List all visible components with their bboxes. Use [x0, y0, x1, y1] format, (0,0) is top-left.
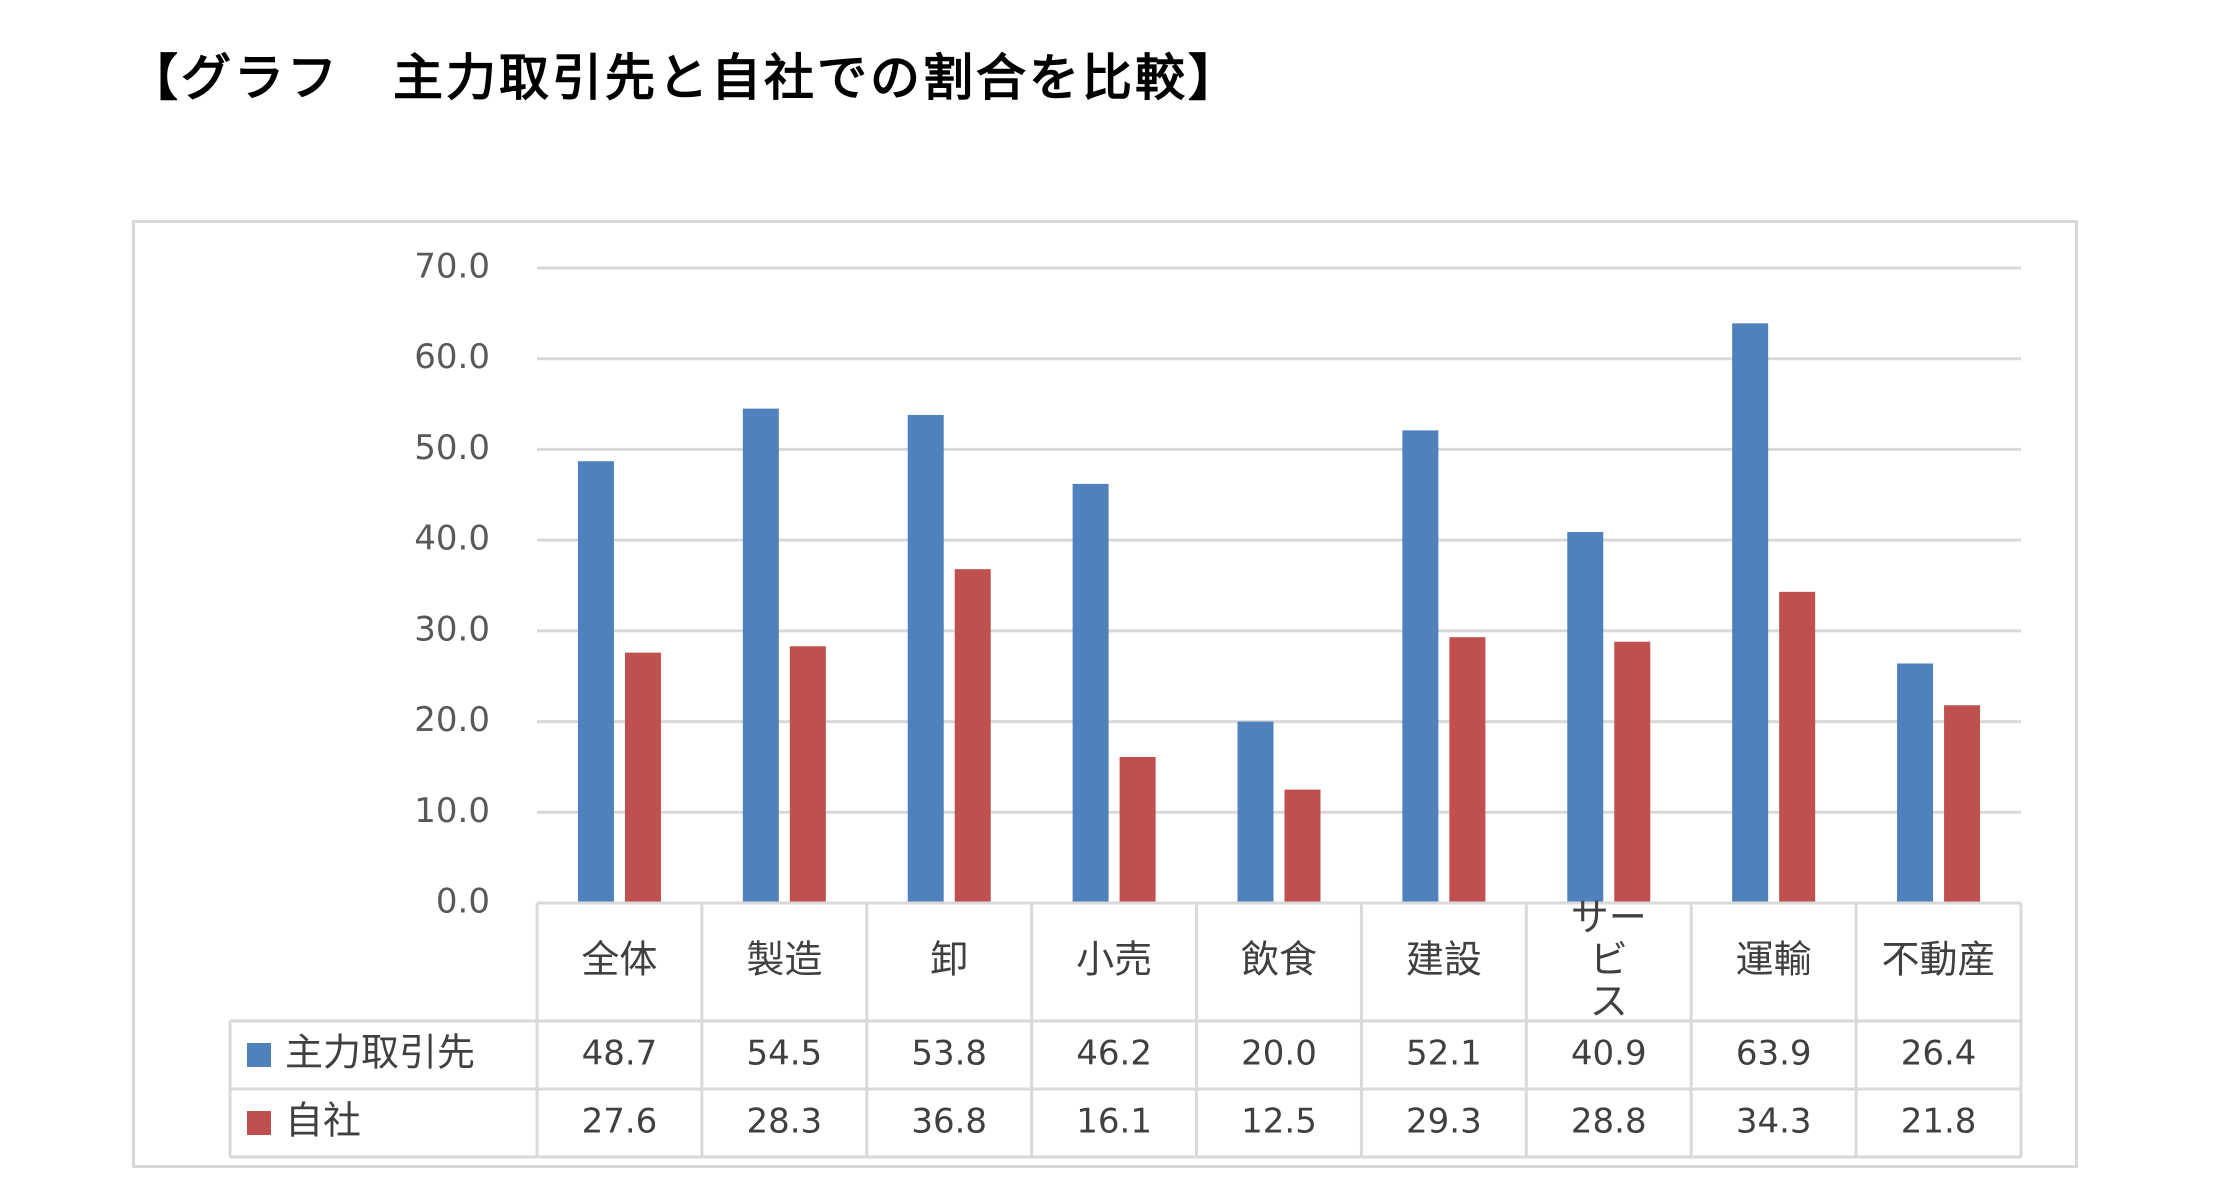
- data-label: 34.3: [1736, 1102, 1812, 1142]
- y-tick-label: 0.0: [436, 882, 490, 922]
- y-tick-label: 50.0: [414, 428, 490, 468]
- bar-main-partner: [1072, 483, 1109, 903]
- bar-main-partner: [1732, 323, 1769, 904]
- bar-own-company: [1944, 705, 1981, 903]
- bar-own-company: [954, 569, 991, 903]
- bar-main-partner: [1402, 430, 1439, 903]
- data-label: 54.5: [746, 1034, 822, 1074]
- data-label: 28.8: [1571, 1102, 1647, 1142]
- bar-main-partner: [742, 408, 779, 903]
- data-label: 20.0: [1241, 1034, 1317, 1074]
- bar-main-partner: [1567, 531, 1604, 903]
- category-label: 建設: [1406, 938, 1482, 982]
- data-label: 53.8: [911, 1034, 987, 1074]
- category-label: 不動産: [1882, 938, 1996, 982]
- category-label: 全体: [581, 938, 657, 982]
- category-label: 卸: [930, 938, 968, 982]
- legend-label: 自社: [285, 1099, 361, 1143]
- y-tick-label: 20.0: [414, 700, 490, 740]
- legend-swatch: [247, 1111, 271, 1135]
- legend-label: 主力取引先: [285, 1031, 475, 1075]
- bar-main-partner: [577, 461, 614, 903]
- bar-own-company: [1284, 789, 1321, 903]
- category-label: 運輸: [1736, 938, 1812, 982]
- bar-main-partner: [1237, 721, 1274, 903]
- data-label: 27.6: [582, 1102, 658, 1142]
- bar-own-company: [789, 646, 826, 903]
- y-tick-label: 10.0: [414, 791, 490, 831]
- bar-main-partner: [907, 414, 944, 903]
- y-tick-label: 60.0: [414, 337, 490, 377]
- data-label: 40.9: [1571, 1034, 1647, 1074]
- bar-own-company: [1449, 637, 1486, 903]
- y-tick-label: 40.0: [414, 519, 490, 559]
- chart-frame: 0.0 10.0 20.0 30.0 40.0 50.0 60.0 70.0 全体 製造 卸 小売 飲食…: [132, 220, 2078, 1168]
- data-label: 52.1: [1406, 1034, 1482, 1074]
- bar-main-partner: [1897, 663, 1934, 903]
- data-label: 21.8: [1901, 1102, 1977, 1142]
- data-label: 48.7: [582, 1034, 658, 1074]
- category-label: サー: [1571, 896, 1647, 940]
- data-label: 46.2: [1076, 1034, 1152, 1074]
- category-label: 小売: [1076, 938, 1152, 982]
- y-tick-label: 30.0: [414, 609, 490, 649]
- data-label: 28.3: [746, 1102, 822, 1142]
- bar-own-company: [1119, 756, 1156, 903]
- data-label: 26.4: [1901, 1034, 1977, 1074]
- category-label: ス: [1590, 980, 1628, 1024]
- bar-own-company: [624, 652, 661, 903]
- data-label: 36.8: [911, 1102, 987, 1142]
- legend-swatch: [247, 1043, 271, 1067]
- category-label: ビ: [1590, 938, 1628, 982]
- category-label: 製造: [746, 938, 822, 982]
- bar-own-company: [1614, 641, 1651, 903]
- data-label: 63.9: [1736, 1034, 1812, 1074]
- y-tick-label: 70.0: [414, 247, 490, 287]
- data-label: 29.3: [1406, 1102, 1482, 1142]
- data-label: 12.5: [1241, 1102, 1317, 1142]
- data-label: 16.1: [1076, 1102, 1152, 1142]
- bar-chart: 0.0 10.0 20.0 30.0 40.0 50.0 60.0 70.0 全体 製造 卸 小売 飲食…: [228, 247, 2023, 1159]
- category-label: 飲食: [1241, 938, 1317, 982]
- bar-own-company: [1779, 591, 1816, 903]
- page-title: 【グラフ 主力取引先と自社での割合を比較】: [128, 49, 1241, 107]
